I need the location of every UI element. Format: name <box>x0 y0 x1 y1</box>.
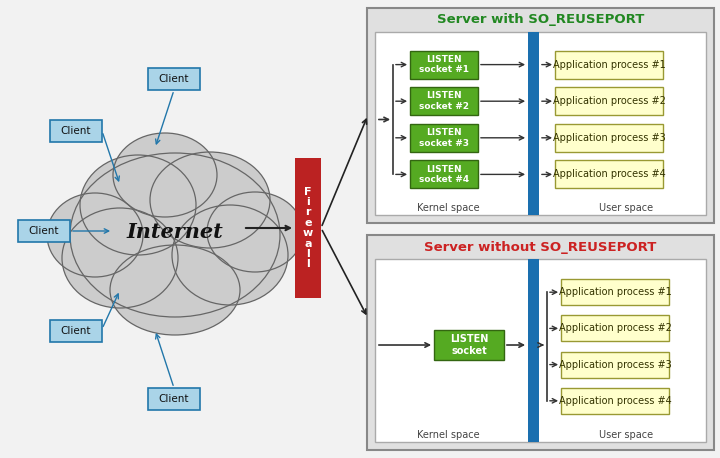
Bar <box>561 388 669 414</box>
Text: LISTEN
socket #1: LISTEN socket #1 <box>419 55 469 74</box>
Text: Application process #2: Application process #2 <box>559 323 672 333</box>
Text: LISTEN
socket #2: LISTEN socket #2 <box>419 92 469 111</box>
Bar <box>375 259 706 442</box>
Bar <box>50 120 102 142</box>
Text: Application process #1: Application process #1 <box>559 287 671 297</box>
Text: F
i
r
e
w
a
l
l: F i r e w a l l <box>303 186 313 269</box>
Text: Application process #3: Application process #3 <box>553 133 665 143</box>
Bar <box>561 352 669 377</box>
Bar <box>295 158 321 298</box>
Text: Client: Client <box>60 326 91 336</box>
Text: LISTEN
socket #3: LISTEN socket #3 <box>419 128 469 147</box>
Text: Kernel space: Kernel space <box>416 203 479 213</box>
Bar <box>18 220 70 242</box>
Text: Internet: Internet <box>127 222 223 242</box>
Text: LISTEN
socket #4: LISTEN socket #4 <box>419 165 469 184</box>
Text: User space: User space <box>600 203 654 213</box>
Text: Application process #1: Application process #1 <box>553 60 665 70</box>
Ellipse shape <box>80 155 196 255</box>
Text: Application process #3: Application process #3 <box>559 360 671 370</box>
Bar <box>555 124 663 152</box>
Text: Application process #4: Application process #4 <box>559 396 671 406</box>
Bar <box>410 87 478 115</box>
Ellipse shape <box>207 192 303 272</box>
Bar <box>561 279 669 305</box>
Bar <box>148 68 200 90</box>
Ellipse shape <box>113 133 217 217</box>
Text: Client: Client <box>158 74 189 84</box>
Bar <box>555 50 663 79</box>
Bar <box>148 388 200 410</box>
Text: Client: Client <box>60 126 91 136</box>
Text: LISTEN
socket: LISTEN socket <box>450 334 488 356</box>
Ellipse shape <box>62 208 178 308</box>
Ellipse shape <box>70 153 280 317</box>
Ellipse shape <box>47 193 143 277</box>
Bar <box>555 87 663 115</box>
Text: Kernel space: Kernel space <box>416 430 479 440</box>
Ellipse shape <box>172 205 288 305</box>
Bar <box>528 32 539 215</box>
Bar <box>561 316 669 341</box>
Text: User space: User space <box>600 430 654 440</box>
Bar <box>555 160 663 188</box>
Text: Server with SO_REUSEPORT: Server with SO_REUSEPORT <box>437 13 644 27</box>
Bar <box>367 8 714 223</box>
Bar <box>367 235 714 450</box>
Bar <box>528 259 539 442</box>
Bar <box>50 320 102 342</box>
Text: Application process #2: Application process #2 <box>552 96 665 106</box>
Text: Client: Client <box>158 394 189 404</box>
Bar <box>410 124 478 152</box>
Bar <box>434 330 504 360</box>
Bar <box>375 32 706 215</box>
Text: Application process #4: Application process #4 <box>553 169 665 180</box>
Text: Client: Client <box>29 226 59 236</box>
Text: Server without SO_REUSEPORT: Server without SO_REUSEPORT <box>424 240 657 253</box>
Ellipse shape <box>150 152 270 248</box>
Bar <box>410 50 478 79</box>
Ellipse shape <box>110 245 240 335</box>
Bar <box>410 160 478 188</box>
